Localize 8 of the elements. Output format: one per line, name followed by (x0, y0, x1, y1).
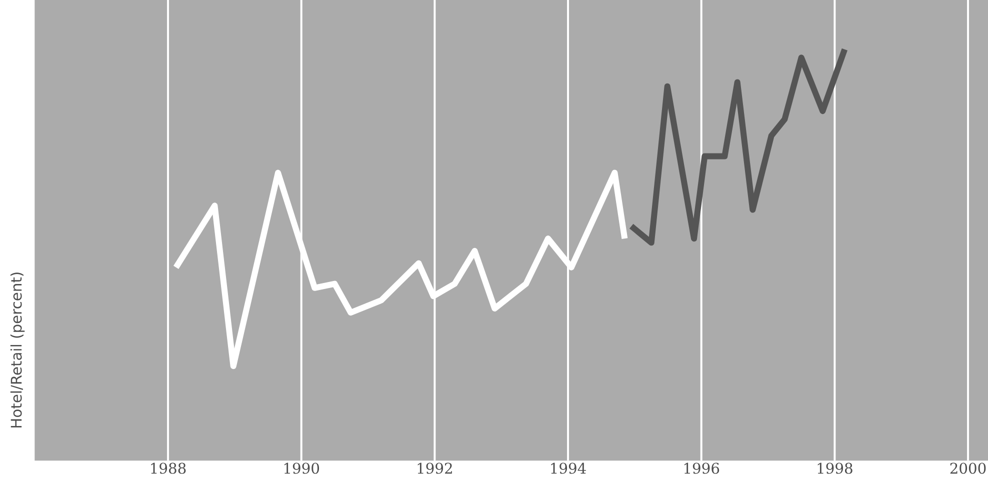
x-tick-label: 1994 (551, 462, 586, 474)
x-tick-label: 1990 (284, 462, 320, 474)
x-tick-label: 1996 (684, 462, 720, 474)
x-tick-label: 1998 (818, 462, 852, 474)
x-tick-label: 1992 (418, 462, 452, 474)
x-tick-label: 1988 (151, 462, 186, 474)
y-axis-title: Hotel/Retail (percent) (10, 272, 25, 428)
x-tick-label: 2000 (950, 462, 986, 474)
